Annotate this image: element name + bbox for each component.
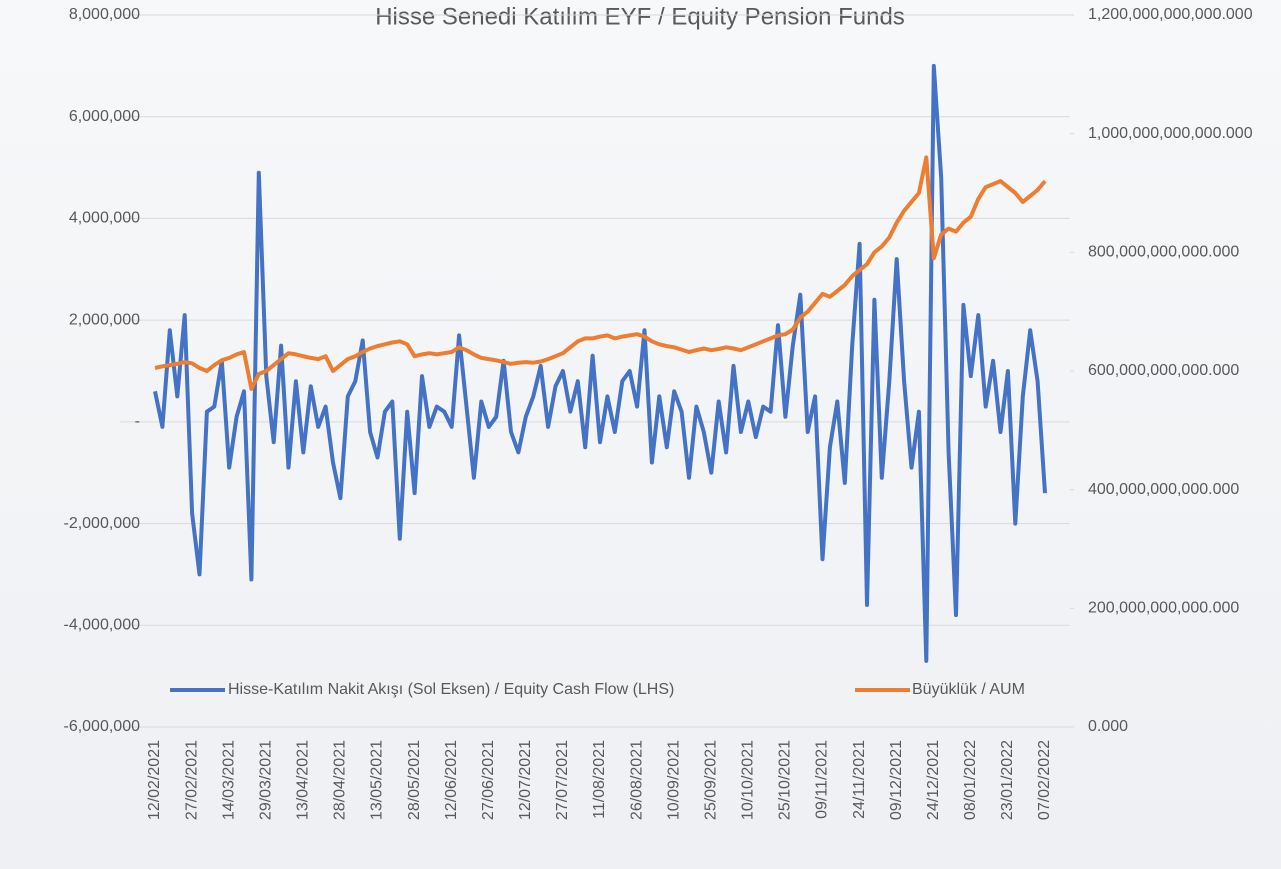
- y-tick-label: 8,000,000: [69, 6, 140, 23]
- x-tick-label: 27/02/2021: [183, 740, 200, 820]
- y2-tick-label: 400,000,000,000.000: [1088, 481, 1239, 498]
- y-tick-label: -6,000,000: [63, 718, 140, 735]
- y-tick-label: 6,000,000: [69, 108, 140, 125]
- x-tick-label: 23/01/2022: [999, 740, 1016, 820]
- y2-tick-label: 800,000,000,000.000: [1088, 244, 1239, 261]
- x-tick-label: 29/03/2021: [257, 740, 274, 820]
- x-tick-label: 07/02/2022: [1036, 740, 1053, 820]
- x-tick-label: 12/06/2021: [443, 740, 460, 820]
- x-tick-label: 12/07/2021: [517, 740, 534, 820]
- y-tick-label: -4,000,000: [63, 617, 140, 634]
- chart-title: Hisse Senedi Katılım EYF / Equity Pensio…: [375, 3, 905, 30]
- x-tick-label: 26/08/2021: [628, 740, 645, 820]
- x-tick-label: 25/09/2021: [702, 740, 719, 820]
- x-tick-label: 09/11/2021: [814, 740, 831, 819]
- legend-label: Hisse-Katılım Nakit Akışı (Sol Eksen) / …: [228, 681, 674, 698]
- x-tick-label: 28/04/2021: [332, 740, 349, 820]
- y-tick-label: 2,000,000: [69, 311, 140, 328]
- x-tick-label: 08/01/2022: [962, 740, 979, 820]
- x-tick-label: 12/02/2021: [146, 740, 163, 820]
- x-tick-label: 14/03/2021: [220, 740, 237, 820]
- x-tick-label: 24/11/2021: [851, 740, 868, 819]
- y2-tick-label: 1,200,000,000,000.000: [1088, 6, 1253, 23]
- legend-label: Büyüklük / AUM: [912, 681, 1025, 698]
- y2-tick-label: 600,000,000,000.000: [1088, 362, 1239, 379]
- series-line: [154, 155, 1047, 391]
- x-tick-label: 09/12/2021: [888, 740, 905, 820]
- y2-tick-label: 200,000,000,000.000: [1088, 600, 1239, 617]
- y-tick-label: -: [135, 413, 140, 430]
- y2-tick-label: 1,000,000,000,000.000: [1088, 125, 1253, 142]
- x-tick-label: 13/04/2021: [295, 740, 312, 820]
- x-tick-label: 10/10/2021: [740, 740, 757, 820]
- x-tick-label: 13/05/2021: [369, 740, 386, 820]
- y-tick-label: 4,000,000: [69, 210, 140, 227]
- x-tick-label: 27/06/2021: [480, 740, 497, 820]
- x-tick-label: 27/07/2021: [554, 740, 571, 820]
- x-tick-label: 28/05/2021: [406, 740, 423, 820]
- x-tick-label: 25/10/2021: [777, 740, 794, 820]
- x-tick-label: 11/08/2021: [591, 740, 608, 819]
- y-tick-label: -2,000,000: [63, 515, 140, 532]
- x-tick-label: 10/09/2021: [665, 740, 682, 820]
- series-line: [153, 63, 1047, 663]
- y2-tick-label: 0.000: [1088, 718, 1128, 735]
- x-tick-label: 24/12/2021: [925, 740, 942, 820]
